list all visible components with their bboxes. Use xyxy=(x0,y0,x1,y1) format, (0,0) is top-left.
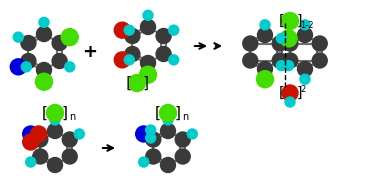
Circle shape xyxy=(74,129,84,139)
Text: n: n xyxy=(182,112,188,122)
Circle shape xyxy=(65,62,75,72)
Circle shape xyxy=(284,61,293,71)
Text: ]: ] xyxy=(142,75,150,91)
Circle shape xyxy=(161,123,176,139)
Circle shape xyxy=(36,26,51,42)
Circle shape xyxy=(124,55,134,65)
Circle shape xyxy=(114,22,130,38)
Circle shape xyxy=(23,134,39,150)
Text: [: [ xyxy=(123,75,132,91)
Text: ]: ] xyxy=(62,105,68,121)
Circle shape xyxy=(161,157,176,173)
Circle shape xyxy=(146,133,156,143)
Circle shape xyxy=(169,25,179,35)
Circle shape xyxy=(257,28,273,43)
Circle shape xyxy=(285,97,295,107)
Circle shape xyxy=(281,12,299,29)
Text: 2: 2 xyxy=(300,84,305,94)
Circle shape xyxy=(47,157,62,173)
Circle shape xyxy=(143,10,153,20)
Circle shape xyxy=(33,149,48,164)
Circle shape xyxy=(257,71,273,88)
Circle shape xyxy=(33,132,48,147)
Circle shape xyxy=(141,56,155,70)
Circle shape xyxy=(141,19,155,35)
Circle shape xyxy=(125,46,140,61)
Text: [: [ xyxy=(42,105,48,121)
Circle shape xyxy=(169,55,179,65)
Circle shape xyxy=(139,157,149,167)
Circle shape xyxy=(276,33,287,43)
Circle shape xyxy=(146,125,156,135)
Circle shape xyxy=(125,29,140,43)
Circle shape xyxy=(21,36,36,50)
Circle shape xyxy=(124,25,134,35)
Circle shape xyxy=(175,132,190,147)
Circle shape xyxy=(243,53,258,68)
Text: 1-2: 1-2 xyxy=(300,20,314,29)
Circle shape xyxy=(282,85,298,101)
Text: ]: ] xyxy=(297,86,303,100)
Circle shape xyxy=(297,28,312,43)
Circle shape xyxy=(243,36,258,51)
Circle shape xyxy=(160,105,177,122)
Text: [: [ xyxy=(155,105,161,121)
Circle shape xyxy=(35,73,53,90)
Circle shape xyxy=(50,115,60,125)
Text: [: [ xyxy=(278,14,284,28)
Circle shape xyxy=(139,66,157,83)
Text: ]: ] xyxy=(175,105,181,121)
Circle shape xyxy=(62,149,77,164)
Circle shape xyxy=(187,129,197,139)
Text: [: [ xyxy=(278,86,284,100)
Circle shape xyxy=(31,126,47,142)
Circle shape xyxy=(61,29,78,46)
Circle shape xyxy=(156,29,171,43)
Circle shape xyxy=(39,17,49,27)
Circle shape xyxy=(272,36,287,51)
Circle shape xyxy=(23,126,39,142)
Circle shape xyxy=(156,46,171,61)
Circle shape xyxy=(21,53,36,68)
Circle shape xyxy=(276,61,287,71)
Circle shape xyxy=(280,30,297,47)
Circle shape xyxy=(146,149,161,164)
Circle shape xyxy=(163,115,173,125)
Circle shape xyxy=(312,53,327,68)
Circle shape xyxy=(52,53,67,68)
Circle shape xyxy=(175,149,190,164)
Circle shape xyxy=(26,157,36,167)
Circle shape xyxy=(272,53,287,68)
Text: ]: ] xyxy=(297,14,303,28)
Circle shape xyxy=(13,32,23,42)
Circle shape xyxy=(312,36,327,51)
Circle shape xyxy=(52,36,67,50)
Circle shape xyxy=(297,61,312,77)
Circle shape xyxy=(21,62,31,72)
Circle shape xyxy=(10,59,26,75)
Circle shape xyxy=(257,61,273,77)
Circle shape xyxy=(114,52,130,68)
Circle shape xyxy=(283,53,298,68)
Circle shape xyxy=(146,132,161,147)
Circle shape xyxy=(36,63,51,77)
Circle shape xyxy=(128,74,146,91)
Text: +: + xyxy=(82,43,97,61)
Text: n: n xyxy=(69,112,75,122)
Circle shape xyxy=(300,20,310,30)
Circle shape xyxy=(260,20,270,30)
Circle shape xyxy=(46,105,64,122)
Circle shape xyxy=(62,132,77,147)
Circle shape xyxy=(283,36,298,51)
Circle shape xyxy=(47,123,62,139)
Circle shape xyxy=(300,74,310,84)
Circle shape xyxy=(136,126,152,142)
